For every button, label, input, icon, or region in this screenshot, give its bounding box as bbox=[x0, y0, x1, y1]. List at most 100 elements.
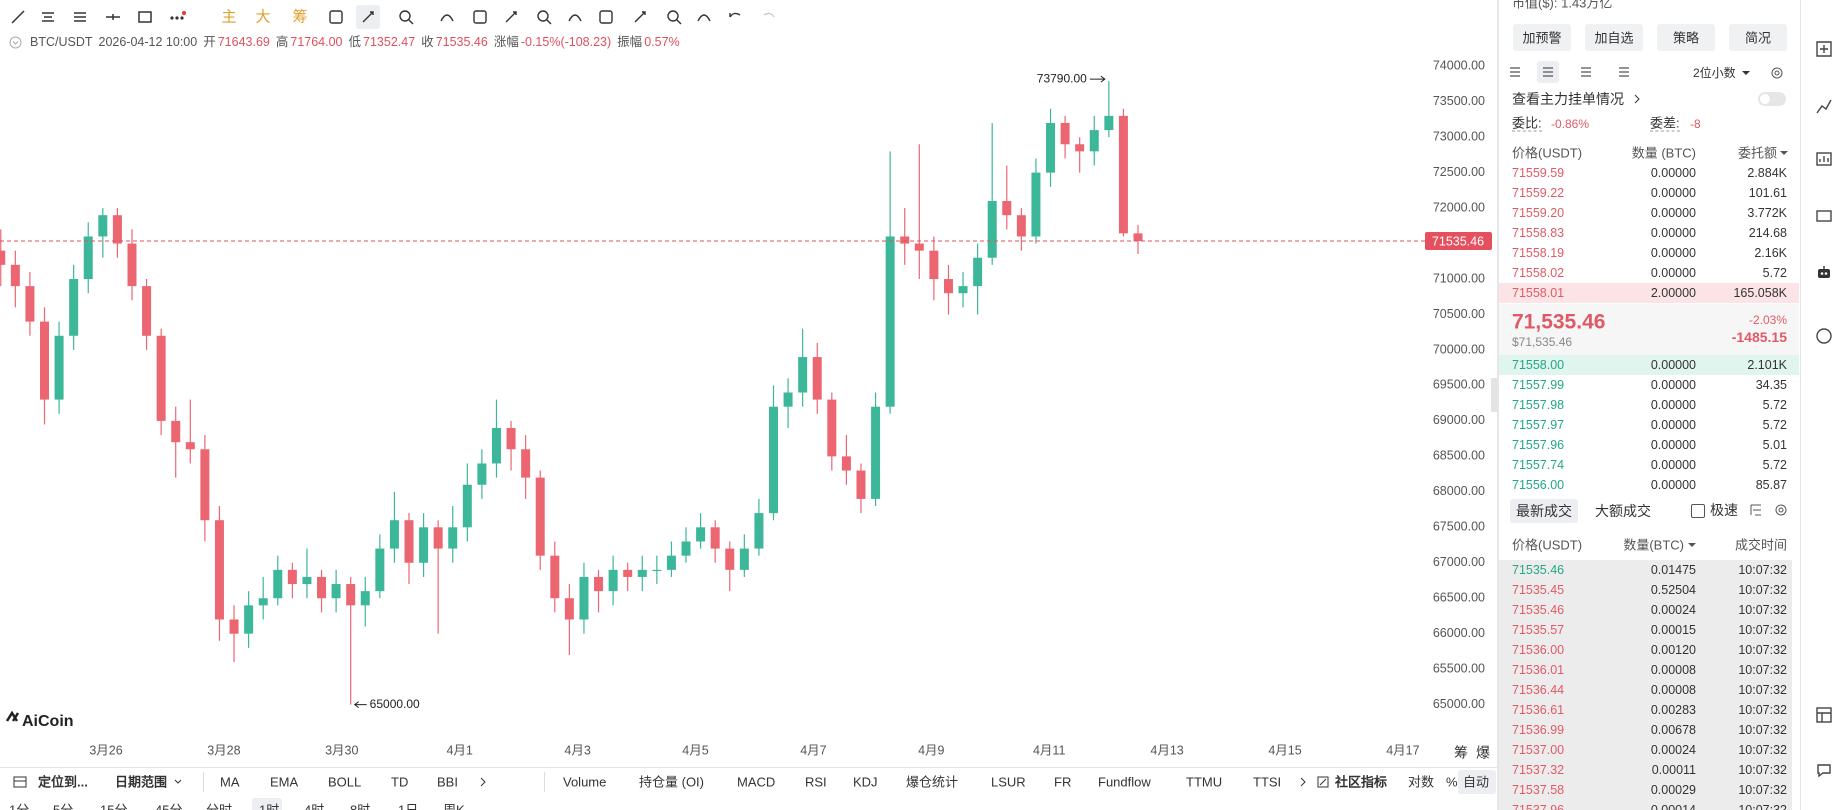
sub-indicator[interactable]: 爆仓统计 bbox=[906, 774, 959, 790]
locate-icon[interactable] bbox=[13, 775, 27, 789]
period-button[interactable]: 1分 bbox=[9, 802, 30, 810]
tool-icon[interactable] bbox=[169, 9, 186, 25]
main-orders-link[interactable]: 查看主力挂单情况 bbox=[1512, 91, 1624, 107]
tool-icon[interactable] bbox=[632, 9, 648, 25]
tool-icon[interactable] bbox=[10, 9, 26, 25]
period-button[interactable]: 4时 bbox=[304, 802, 325, 810]
sub-indicator[interactable]: MACD bbox=[737, 774, 776, 790]
panel-button-bg[interactable] bbox=[1657, 24, 1715, 51]
date-range-button[interactable]: 日期范围 bbox=[115, 774, 168, 790]
scale-option[interactable]: 自动 bbox=[1463, 774, 1490, 790]
tool-icon[interactable] bbox=[105, 9, 121, 25]
tool-icon[interactable] bbox=[137, 9, 153, 25]
field-value: 71764.00 bbox=[290, 35, 343, 49]
trade-tab[interactable]: 大额成交 bbox=[1595, 503, 1651, 519]
side-icon[interactable] bbox=[1815, 150, 1833, 168]
scroll-arrow[interactable] bbox=[480, 777, 488, 787]
collapse-icon[interactable] bbox=[9, 36, 22, 49]
panel-handle bbox=[1491, 378, 1497, 412]
sub-indicator[interactable]: RSI bbox=[805, 774, 827, 790]
tool-icon[interactable] bbox=[666, 9, 682, 25]
period-button[interactable]: 1时 bbox=[259, 802, 280, 810]
settings-icon[interactable] bbox=[1775, 504, 1787, 516]
candle-body bbox=[1075, 144, 1085, 152]
main-indicator[interactable]: BOLL bbox=[328, 774, 362, 790]
side-icon[interactable] bbox=[1815, 706, 1833, 724]
tool-icon[interactable] bbox=[398, 9, 414, 25]
tab-active-bg[interactable] bbox=[1510, 499, 1578, 523]
panel-button-bg[interactable] bbox=[1729, 24, 1787, 51]
tool-icon[interactable] bbox=[72, 9, 88, 25]
indicator-toggle[interactable]: 大 bbox=[255, 8, 271, 26]
checkbox[interactable] bbox=[1691, 504, 1705, 518]
panel-button[interactable]: 加预警 bbox=[1522, 30, 1562, 45]
main-indicator[interactable]: EMA bbox=[270, 774, 299, 790]
trade-tab[interactable]: 最新成交 bbox=[1516, 503, 1572, 519]
decimals-select[interactable]: 2位小数 bbox=[1693, 66, 1736, 80]
view-icon[interactable] bbox=[1580, 66, 1592, 78]
side-icon[interactable] bbox=[1815, 761, 1833, 779]
period-button[interactable]: 5分 bbox=[53, 802, 74, 810]
tool-icon[interactable] bbox=[439, 9, 455, 25]
side-icon[interactable] bbox=[1815, 97, 1833, 115]
panel-button[interactable]: 策略 bbox=[1672, 30, 1700, 45]
locate-button[interactable]: 定位到... bbox=[38, 774, 88, 790]
panel-button-bg[interactable] bbox=[1513, 24, 1571, 51]
tool-icon[interactable] bbox=[328, 9, 344, 25]
sub-indicator[interactable]: Volume bbox=[563, 774, 607, 790]
panel-button[interactable]: 加自选 bbox=[1594, 30, 1634, 45]
tool-icon[interactable] bbox=[598, 9, 614, 25]
tool-icon[interactable] bbox=[503, 9, 519, 25]
sub-indicator[interactable]: Fundflow bbox=[1098, 774, 1151, 790]
panel-button[interactable]: 简况 bbox=[1744, 30, 1772, 45]
book-price: 71559.59 bbox=[1512, 165, 1565, 180]
book-price: 71558.00 bbox=[1512, 357, 1565, 372]
side-icon[interactable] bbox=[1815, 264, 1833, 282]
indicator-toggle[interactable]: 主 bbox=[221, 8, 237, 26]
main-indicator[interactable]: BBI bbox=[437, 774, 458, 790]
view-icon[interactable] bbox=[1542, 66, 1554, 78]
candle-body bbox=[652, 569, 662, 572]
scale-option[interactable]: % bbox=[1446, 774, 1458, 790]
side-icon[interactable] bbox=[1815, 40, 1833, 58]
main-indicator[interactable]: MA bbox=[220, 774, 240, 790]
sub-indicator[interactable]: LSUR bbox=[991, 774, 1026, 790]
tool-icon[interactable] bbox=[472, 9, 488, 25]
side-icon[interactable] bbox=[1815, 207, 1833, 225]
side-icon[interactable] bbox=[1815, 327, 1833, 345]
filter-icon[interactable] bbox=[1750, 504, 1762, 516]
sub-indicator[interactable]: KDJ bbox=[853, 774, 878, 790]
panel-divider bbox=[1800, 0, 1801, 810]
trade-qty: 0.52504 bbox=[1650, 582, 1696, 597]
sub-indicator[interactable]: 持仓量 (OI) bbox=[639, 774, 704, 790]
book-highlight bbox=[1499, 283, 1799, 303]
tool-icon[interactable] bbox=[567, 9, 583, 25]
panel-divider bbox=[1497, 0, 1499, 810]
field-label: 开 bbox=[203, 35, 216, 49]
field-value: 71352.47 bbox=[363, 35, 416, 49]
tool-icon[interactable] bbox=[696, 9, 712, 25]
indicator-toggle[interactable]: 筹 bbox=[292, 8, 308, 26]
sub-indicator[interactable]: TTSI bbox=[1253, 774, 1282, 790]
scale-option[interactable]: 对数 bbox=[1408, 774, 1435, 790]
settings-icon[interactable] bbox=[1771, 67, 1783, 79]
period-button[interactable]: 15分 bbox=[100, 802, 128, 810]
period-button[interactable]: 分时 bbox=[206, 802, 233, 810]
community-indicators[interactable]: 社区指标 bbox=[1335, 774, 1388, 790]
period-button[interactable]: 1日 bbox=[398, 802, 419, 810]
period-button[interactable]: 8时 bbox=[350, 802, 371, 810]
view-icon[interactable] bbox=[1509, 66, 1521, 78]
view-icon[interactable] bbox=[1618, 66, 1630, 78]
sub-indicator[interactable]: TTMU bbox=[1186, 774, 1223, 790]
tool-icon[interactable] bbox=[360, 9, 376, 25]
scroll-arrow[interactable] bbox=[1300, 777, 1308, 787]
tool-icon[interactable] bbox=[536, 9, 552, 25]
tool-icon[interactable] bbox=[760, 9, 776, 25]
period-button[interactable]: 45分 bbox=[155, 802, 183, 810]
period-button[interactable]: 周K bbox=[443, 802, 465, 810]
tool-icon[interactable] bbox=[728, 9, 744, 25]
sub-indicator[interactable]: FR bbox=[1054, 774, 1072, 790]
tool-icon[interactable] bbox=[40, 9, 56, 25]
panel-button-bg[interactable] bbox=[1585, 24, 1643, 51]
main-indicator[interactable]: TD bbox=[391, 774, 409, 790]
